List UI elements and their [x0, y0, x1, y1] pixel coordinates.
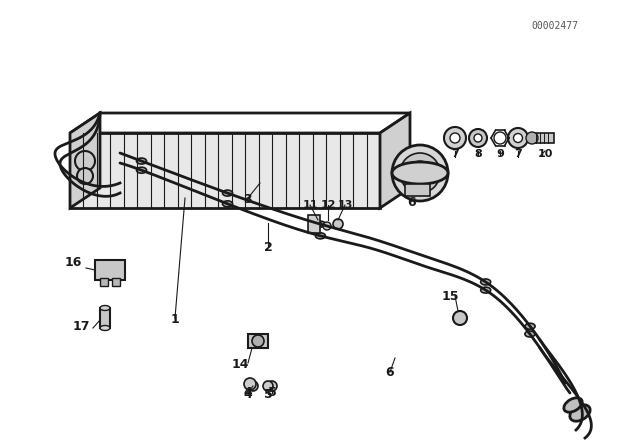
Polygon shape [70, 113, 410, 133]
Circle shape [323, 222, 331, 230]
Circle shape [408, 161, 432, 185]
Text: 3: 3 [244, 193, 252, 206]
Text: 00002477: 00002477 [531, 21, 579, 31]
Ellipse shape [450, 133, 460, 143]
Bar [100, 278, 108, 286]
Text: 13: 13 [337, 200, 353, 210]
Circle shape [392, 145, 448, 201]
Polygon shape [70, 133, 380, 208]
Text: 6: 6 [408, 196, 416, 209]
Text: 2: 2 [264, 241, 273, 254]
Text: 6: 6 [386, 366, 394, 379]
Circle shape [494, 132, 506, 144]
Circle shape [400, 153, 440, 193]
Circle shape [263, 381, 273, 391]
Text: 4: 4 [244, 386, 252, 399]
Ellipse shape [525, 323, 535, 329]
Text: 5: 5 [268, 386, 276, 399]
Bar [112, 278, 120, 286]
Circle shape [311, 219, 321, 229]
Ellipse shape [481, 279, 491, 285]
Text: 9: 9 [496, 149, 504, 159]
Ellipse shape [100, 306, 110, 310]
Ellipse shape [525, 331, 535, 337]
Text: 5: 5 [264, 388, 273, 401]
Bar [405, 184, 430, 196]
Ellipse shape [564, 398, 582, 412]
Bar [248, 334, 268, 348]
Ellipse shape [223, 190, 232, 196]
Ellipse shape [513, 134, 522, 142]
Text: 10: 10 [538, 149, 553, 159]
Text: 7: 7 [514, 149, 522, 159]
Ellipse shape [316, 233, 325, 239]
Circle shape [77, 168, 93, 184]
Text: 4: 4 [244, 388, 252, 401]
Bar [532, 133, 554, 143]
Polygon shape [380, 113, 410, 208]
Text: 7: 7 [451, 149, 459, 159]
Text: 1: 1 [171, 313, 179, 326]
Text: 8: 8 [474, 149, 482, 159]
Circle shape [267, 381, 277, 391]
Ellipse shape [444, 127, 466, 149]
Ellipse shape [223, 201, 232, 207]
Text: 14: 14 [231, 358, 249, 371]
Ellipse shape [100, 326, 110, 331]
Bar [308, 215, 320, 233]
Ellipse shape [469, 129, 487, 147]
Circle shape [526, 132, 538, 144]
Bar [100, 308, 110, 328]
Bar [95, 260, 125, 280]
Text: 16: 16 [65, 256, 82, 269]
Ellipse shape [392, 162, 448, 184]
Text: 11: 11 [302, 200, 317, 210]
Ellipse shape [508, 128, 528, 148]
Circle shape [244, 378, 256, 390]
Circle shape [252, 335, 264, 347]
Ellipse shape [136, 167, 147, 173]
Ellipse shape [481, 287, 491, 293]
Circle shape [333, 219, 343, 229]
Ellipse shape [474, 134, 482, 142]
Circle shape [75, 151, 95, 171]
Circle shape [248, 381, 258, 391]
Circle shape [453, 311, 467, 325]
Polygon shape [70, 113, 100, 208]
Text: 12: 12 [320, 200, 336, 210]
Ellipse shape [316, 221, 325, 227]
Text: 15: 15 [441, 290, 459, 303]
Ellipse shape [136, 158, 147, 164]
Ellipse shape [570, 405, 590, 421]
Text: 17: 17 [72, 320, 90, 333]
